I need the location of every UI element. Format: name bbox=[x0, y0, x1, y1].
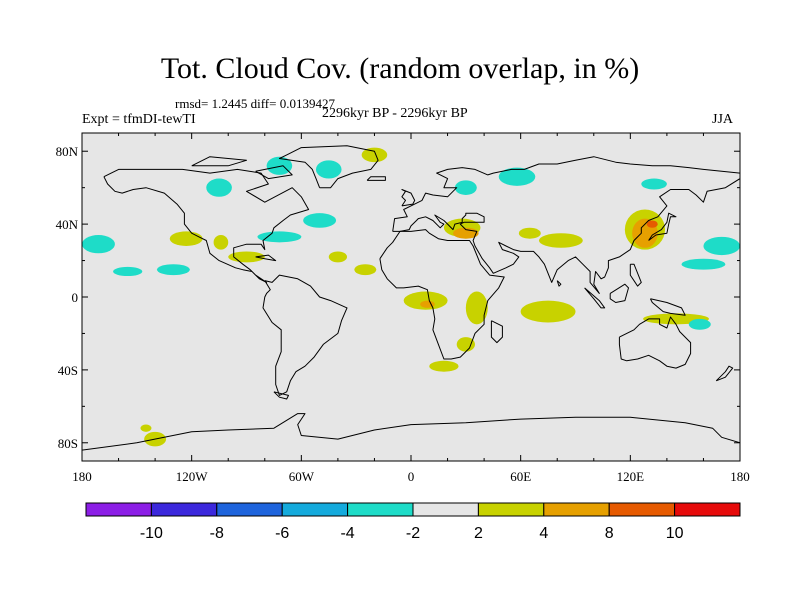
anomaly-patch-29 bbox=[681, 258, 726, 270]
colorbar-swatch-2 bbox=[216, 502, 283, 517]
stats-line: rmsd= 1.2445 diff= 0.0139427 bbox=[175, 96, 335, 111]
anomaly-patch-31 bbox=[520, 300, 576, 323]
colorbar-label-8: 10 bbox=[666, 525, 684, 542]
anomaly-patch-12 bbox=[328, 251, 348, 263]
coastline-17 bbox=[191, 156, 247, 167]
lat-tick-label-1: 40N bbox=[56, 217, 79, 232]
season-label: JJA bbox=[712, 112, 734, 127]
colorbar-swatch-7 bbox=[543, 502, 610, 517]
lon-tick-label-1: 120W bbox=[176, 469, 209, 484]
anomaly-patch-28 bbox=[641, 178, 667, 190]
colorbar-swatch-5 bbox=[412, 502, 479, 517]
lon-tick-label-3: 0 bbox=[408, 469, 415, 484]
anomaly-patch-3 bbox=[169, 231, 203, 246]
colorbar-swatch-8 bbox=[608, 502, 676, 517]
coastline-3 bbox=[379, 229, 505, 360]
colorbar-label-5: 2 bbox=[474, 525, 483, 542]
lon-tick-label-0: 180 bbox=[72, 469, 92, 484]
coastline-14 bbox=[715, 365, 734, 382]
lat-tick-label-0: 80N bbox=[56, 144, 79, 159]
coastline-13 bbox=[649, 298, 686, 316]
coastline-2 bbox=[278, 145, 379, 189]
coastline-5 bbox=[618, 316, 692, 369]
anomaly-patch-33 bbox=[688, 318, 711, 330]
coastline-1 bbox=[262, 274, 348, 396]
coastline-0 bbox=[103, 168, 310, 283]
coastline-4 bbox=[392, 156, 740, 294]
colorbar: -10 -8 -6 -4 -2 2 4 8 10 bbox=[85, 502, 741, 542]
anomaly-patch-13 bbox=[354, 264, 377, 276]
period-label: 2296kyr BP - 2296kyr BP bbox=[322, 106, 468, 121]
colorbar-label-6: 4 bbox=[539, 525, 548, 542]
colorbar-label-3: -4 bbox=[340, 525, 354, 542]
lon-tick-label-4: 60E bbox=[510, 469, 531, 484]
lat-tick-label-4: 80S bbox=[58, 436, 78, 451]
lat-tick-label-2: 0 bbox=[72, 290, 79, 305]
coastline-19 bbox=[556, 280, 562, 287]
lon-tick-label-5: 120E bbox=[617, 469, 645, 484]
colorbar-label-2: -6 bbox=[275, 525, 289, 542]
experiment-label: Expt = tfmDI-tewTI bbox=[82, 112, 196, 127]
anomaly-patch-35 bbox=[140, 424, 152, 432]
anomaly-patch-0 bbox=[82, 235, 115, 254]
colorbar-swatch-9 bbox=[674, 502, 741, 517]
anomaly-patch-6 bbox=[257, 231, 302, 243]
coastline-6 bbox=[82, 413, 740, 451]
map-axes: 180 120W 60W 0 60E 120E 180 80N 40N 0 40S 80S bbox=[56, 133, 750, 484]
anomaly-patch-4 bbox=[213, 235, 229, 250]
coastline-12 bbox=[609, 283, 629, 303]
colorbar-swatch-0 bbox=[85, 502, 152, 517]
anomaly-patch-11 bbox=[361, 147, 388, 163]
coastline-layer bbox=[82, 145, 740, 451]
colorbar-label-7: 8 bbox=[605, 525, 614, 542]
anomaly-patch-14 bbox=[403, 291, 448, 310]
anomaly-patch-7 bbox=[303, 213, 337, 228]
anomaly-patch-15 bbox=[420, 300, 435, 308]
anomaly-patch-8 bbox=[206, 178, 232, 197]
anomaly-patch-30 bbox=[703, 236, 740, 256]
anomaly-patch-16 bbox=[465, 291, 488, 325]
coastline-15 bbox=[255, 254, 277, 262]
colorbar-swatch-4 bbox=[347, 502, 414, 517]
coastline-11 bbox=[584, 287, 606, 309]
lon-tick-label-6: 180 bbox=[730, 469, 750, 484]
lon-tick-label-2: 60W bbox=[289, 469, 315, 484]
coastline-8 bbox=[366, 176, 386, 181]
anomaly-patch-27 bbox=[646, 220, 658, 228]
colorbar-label-4: -2 bbox=[406, 525, 420, 542]
colorbar-label-0: -10 bbox=[140, 525, 163, 542]
anomaly-patch-19 bbox=[498, 167, 536, 186]
map-area bbox=[81, 132, 741, 462]
anomaly-patch-17 bbox=[456, 337, 475, 352]
coastline-18 bbox=[629, 263, 642, 287]
colorbar-swatch-1 bbox=[150, 502, 218, 517]
map-title: Tot. Cloud Cov. (random overlap, in %) bbox=[160, 52, 640, 85]
lat-tick-label-3: 40S bbox=[58, 363, 78, 378]
anomaly-patch-10 bbox=[315, 160, 342, 179]
coastline-16 bbox=[255, 165, 293, 180]
anomaly-patch-1 bbox=[113, 266, 143, 277]
coastline-20 bbox=[273, 391, 289, 400]
coastline-9 bbox=[490, 320, 503, 344]
anomaly-patch-23 bbox=[538, 233, 583, 248]
anomaly-patch-2 bbox=[156, 264, 190, 276]
anomaly-patch-20 bbox=[454, 180, 477, 195]
anomaly-layer bbox=[82, 147, 740, 447]
colorbar-swatch-6 bbox=[477, 502, 545, 517]
anomaly-patch-24 bbox=[518, 227, 541, 239]
coastline-10 bbox=[648, 212, 677, 241]
colorbar-label-1: -8 bbox=[210, 525, 224, 542]
anomaly-patch-9 bbox=[266, 156, 293, 175]
coastline-7 bbox=[401, 189, 416, 207]
anomaly-patch-18 bbox=[429, 360, 459, 372]
colorbar-swatch-3 bbox=[281, 502, 349, 517]
